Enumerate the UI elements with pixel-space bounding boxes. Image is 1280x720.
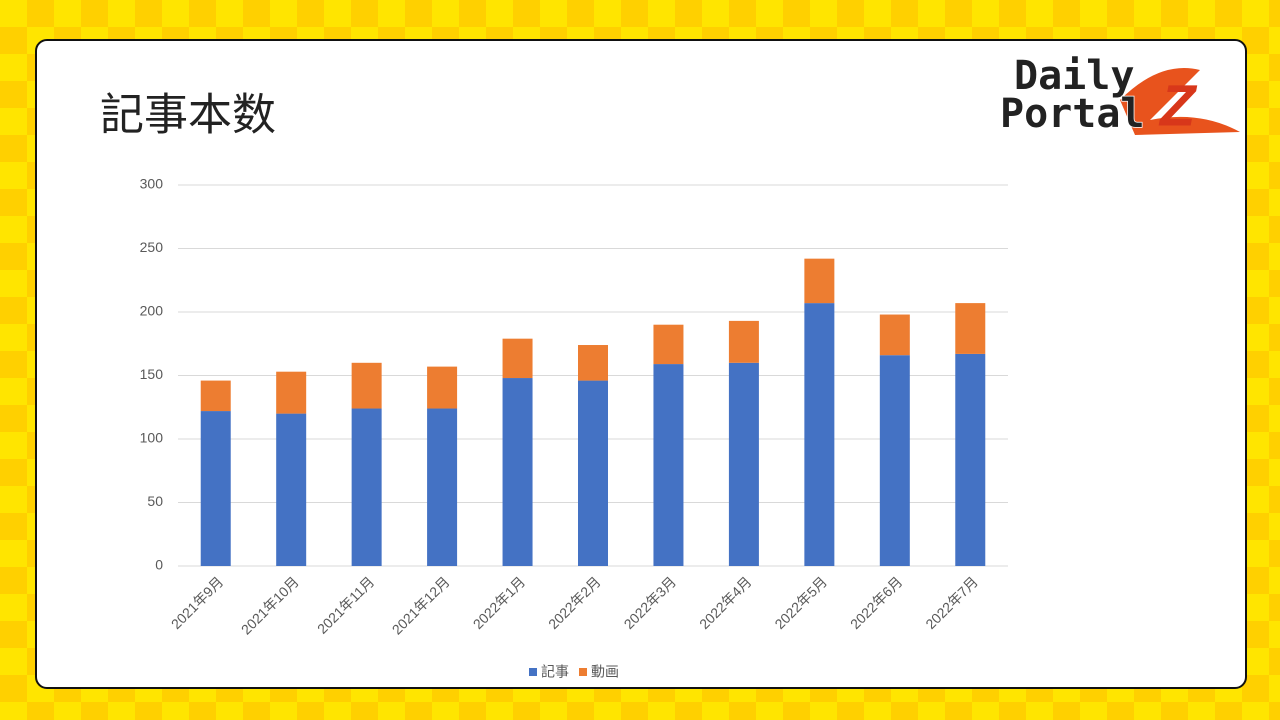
bar-segment <box>502 338 533 379</box>
logo-text: Daily <box>1014 53 1134 99</box>
x-tick-label: 2021年11月 <box>314 573 377 636</box>
chart-title: 記事本数 <box>100 91 276 140</box>
bar-segment <box>955 303 986 354</box>
bar-segment <box>879 355 910 566</box>
bar-segment <box>200 380 231 412</box>
bar-segment <box>276 413 307 566</box>
bar-segment <box>804 258 835 304</box>
bar-segment <box>804 303 835 566</box>
bar-segment <box>879 314 910 356</box>
x-tick-label: 2022年3月 <box>621 573 680 632</box>
x-tick-label: 2021年10月 <box>238 573 302 637</box>
x-tick-label: 2022年2月 <box>545 573 604 632</box>
bar-segment <box>427 366 458 409</box>
legend-swatch <box>529 668 537 676</box>
bar-segment <box>578 345 608 381</box>
bar-segment <box>728 362 759 566</box>
logo-text: Portal <box>1000 91 1145 137</box>
bar-segment <box>653 324 684 365</box>
bar-segment <box>351 408 382 566</box>
bar-segment <box>427 408 458 566</box>
x-tick-label: 2021年12月 <box>389 573 453 637</box>
bar-segment <box>653 364 684 566</box>
x-tick-label: 2022年5月 <box>771 573 830 632</box>
y-tick-label: 0 <box>155 557 163 573</box>
bar-segment <box>351 362 382 409</box>
y-tick-label: 150 <box>140 366 164 382</box>
legend-label: 記事 <box>541 664 569 680</box>
bar-segment <box>200 411 231 566</box>
bar-segment <box>578 380 608 566</box>
x-tick-label: 2022年1月 <box>470 573 529 632</box>
legend-label: 動画 <box>591 664 619 680</box>
y-tick-label: 250 <box>140 239 164 255</box>
x-tick-label: 2022年4月 <box>696 573 755 632</box>
slide-panel <box>35 39 1247 689</box>
bar-segment <box>276 371 307 414</box>
y-tick-label: 300 <box>140 176 164 192</box>
x-tick-label: 2022年7月 <box>922 573 981 632</box>
logo-swoosh <box>1120 68 1240 135</box>
x-tick-label: 2021年9月 <box>168 573 227 632</box>
y-tick-label: 200 <box>140 303 164 319</box>
bar-segment <box>502 378 533 566</box>
logo-mark: Z <box>1158 73 1198 138</box>
bar-segment <box>728 320 759 363</box>
legend-swatch <box>579 668 587 676</box>
bar-segment <box>955 353 986 566</box>
x-tick-label: 2022年6月 <box>847 573 906 632</box>
y-tick-label: 50 <box>147 493 163 509</box>
y-tick-label: 100 <box>140 430 164 446</box>
